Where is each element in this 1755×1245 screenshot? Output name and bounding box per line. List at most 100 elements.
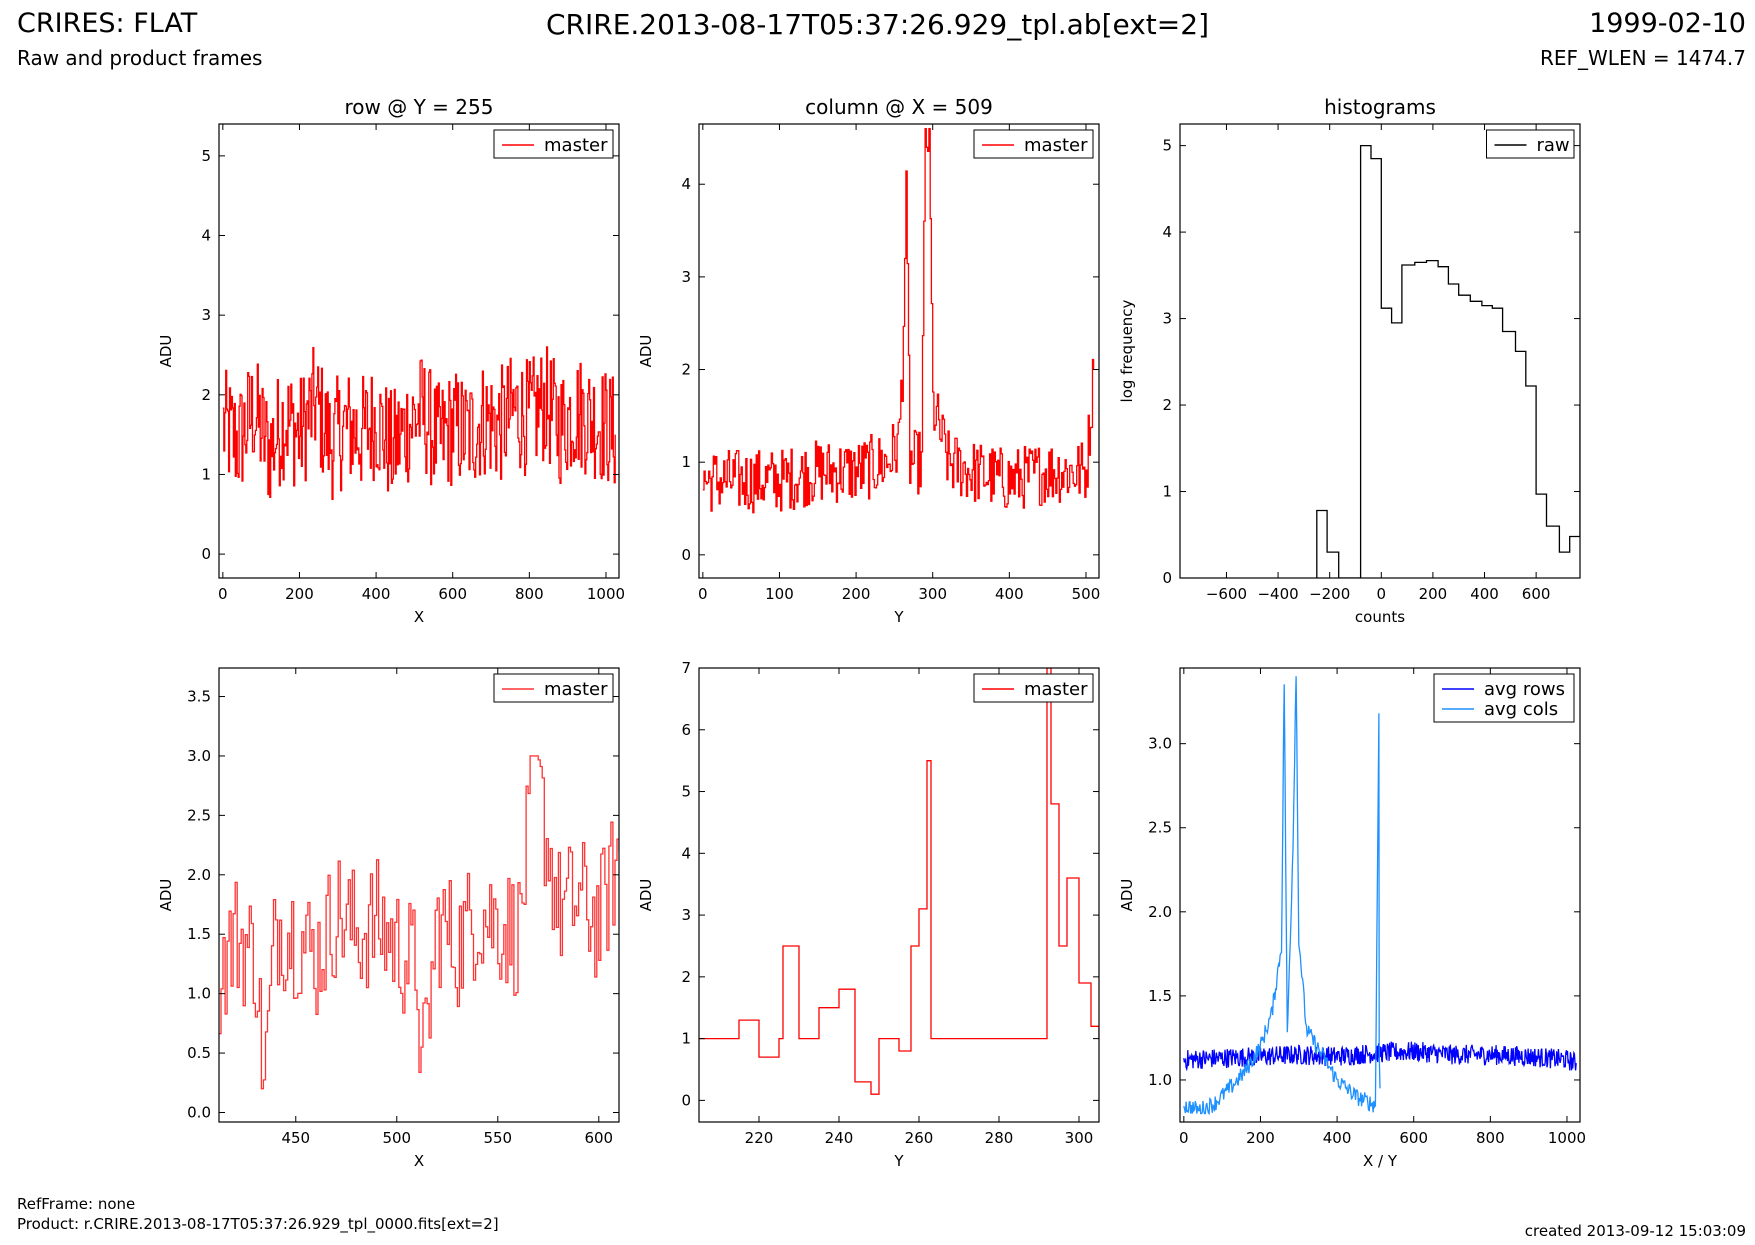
x-tick-label: 400 (362, 585, 391, 603)
series-line-master (222, 346, 616, 500)
legend: raw (1486, 129, 1575, 159)
y-tick-label: 2.0 (187, 866, 211, 884)
axes-frame (698, 123, 1100, 579)
chart-panel-1: 0 200 400 600 800 1000 0 1 2 3 4 5 X ADU row @ Y = 255… (157, 95, 625, 626)
x-axis-label: X (414, 608, 424, 626)
x-tick-label: 600 (584, 1129, 613, 1147)
y-tick-label: 2 (1162, 396, 1172, 414)
x-tick-label: 500 (382, 1129, 411, 1147)
legend: master (493, 129, 614, 159)
chart-panel-3: −600 −400 −200 0 200 400 600 0 1 2 3 4 5 counts log fr… (1118, 95, 1581, 626)
axes-frame (1179, 123, 1581, 579)
legend-label: raw (1537, 135, 1570, 156)
y-tick-label: 4 (1162, 223, 1172, 241)
series-line-raw (1316, 144, 1580, 578)
x-tick-label: 600 (1399, 1129, 1428, 1147)
y-axis-label: ADU (157, 335, 175, 368)
y-tick-label: 2.5 (187, 806, 211, 824)
legend: master (493, 673, 614, 703)
x-axis-label: Y (893, 608, 904, 626)
x-tick-label: 400 (995, 585, 1024, 603)
x-tick-label: 400 (1323, 1129, 1352, 1147)
chart-title: row @ Y = 255 (345, 95, 494, 119)
y-tick-label: 1 (201, 465, 211, 483)
legend-label: master (544, 679, 608, 700)
ref-wlen-label: REF_WLEN = 1474.7 (1539, 46, 1746, 70)
y-tick-label: 1 (681, 453, 691, 471)
legend: master (973, 673, 1094, 703)
legend: master (973, 129, 1094, 159)
chart-title: column @ X = 509 (805, 95, 993, 119)
y-tick-label: 2 (201, 386, 211, 404)
x-tick-label: 800 (1476, 1129, 1505, 1147)
x-tick-label: 600 (1522, 585, 1551, 603)
y-tick-label: 4 (681, 844, 691, 862)
x-tick-label: 200 (1246, 1129, 1275, 1147)
chart-title: histograms (1324, 95, 1436, 119)
legend-label: avg cols (1484, 699, 1558, 720)
y-axis-label: ADU (637, 335, 655, 368)
y-tick-label: 0 (201, 545, 211, 563)
x-tick-label: 550 (483, 1129, 512, 1147)
y-axis-label: ADU (1118, 879, 1136, 912)
x-tick-label: 100 (765, 585, 794, 603)
x-tick-label: 300 (1065, 1129, 1094, 1147)
legend-label: avg rows (1484, 679, 1565, 700)
y-tick-label: 2.0 (1148, 903, 1172, 921)
chart-panel-6: 0 200 400 600 800 1000 1.0 1.5 2.0 2.5 3.0 X / Y ADU… (1118, 667, 1586, 1170)
y-tick-label: 3 (1162, 310, 1172, 328)
y-tick-label: 3.0 (1148, 735, 1172, 753)
x-tick-label: 280 (985, 1129, 1014, 1147)
series-line-avg-cols (1183, 676, 1381, 1116)
legend-label: master (1024, 135, 1088, 156)
y-tick-label: 3 (681, 268, 691, 286)
x-axis-label: Y (893, 1152, 904, 1170)
y-axis-label: log frequency (1118, 299, 1136, 402)
x-tick-label: 400 (1470, 585, 1499, 603)
y-tick-label: 3.5 (187, 688, 211, 706)
x-tick-label: 0 (218, 585, 228, 603)
x-axis-label: counts (1355, 608, 1405, 626)
axes-frame (218, 123, 620, 579)
y-tick-label: 1.5 (1148, 987, 1172, 1005)
x-tick-label: 200 (1419, 585, 1448, 603)
chart-panel-2: 0 100 200 300 400 500 0 1 2 3 4 Y ADU column @ X = 50… (637, 95, 1100, 626)
y-tick-label: 5 (1162, 137, 1172, 155)
x-tick-label: 0 (1377, 585, 1387, 603)
x-axis-label: X / Y (1363, 1152, 1398, 1170)
y-tick-label: 1.0 (187, 985, 211, 1003)
y-tick-label: 1 (1162, 483, 1172, 501)
y-tick-label: 0 (681, 1091, 691, 1109)
x-tick-label: 0 (698, 585, 708, 603)
y-tick-label: 2.5 (1148, 819, 1172, 837)
y-tick-label: 1.0 (1148, 1071, 1172, 1089)
x-tick-label: 260 (905, 1129, 934, 1147)
x-tick-label: 800 (515, 585, 544, 603)
product-label: Product: r.CRIRE.2013-08-17T05:37:26.929… (17, 1215, 499, 1233)
series-line-master (702, 127, 1095, 514)
file-title: CRIRE.2013-08-17T05:37:26.929_tpl.ab[ext… (545, 8, 1209, 41)
y-tick-label: 0 (681, 546, 691, 564)
y-tick-label: 3 (201, 306, 211, 324)
series-line-avg-rows (1183, 1041, 1577, 1072)
y-tick-label: 0.5 (187, 1044, 211, 1062)
y-tick-label: 0.0 (187, 1103, 211, 1121)
x-tick-label: 600 (438, 585, 467, 603)
chart-panel-4: 450 500 550 600 0.0 0.5 1.0 1.5 2.0 2.5 3.0 3.5 X ADU… (157, 667, 620, 1170)
axes-frame (1179, 667, 1581, 1123)
y-tick-label: 1.5 (187, 925, 211, 943)
y-tick-label: 7 (681, 659, 691, 677)
x-tick-label: 200 (842, 585, 871, 603)
y-axis-label: ADU (157, 879, 175, 912)
y-tick-label: 5 (681, 783, 691, 801)
y-tick-label: 2 (681, 968, 691, 986)
y-tick-label: 4 (201, 227, 211, 245)
x-tick-label: −600 (1206, 585, 1247, 603)
series-line-master (219, 755, 619, 1090)
y-tick-label: 3 (681, 906, 691, 924)
x-tick-label: 300 (918, 585, 947, 603)
x-tick-label: 0 (1179, 1129, 1189, 1147)
legend-label: master (1024, 679, 1088, 700)
